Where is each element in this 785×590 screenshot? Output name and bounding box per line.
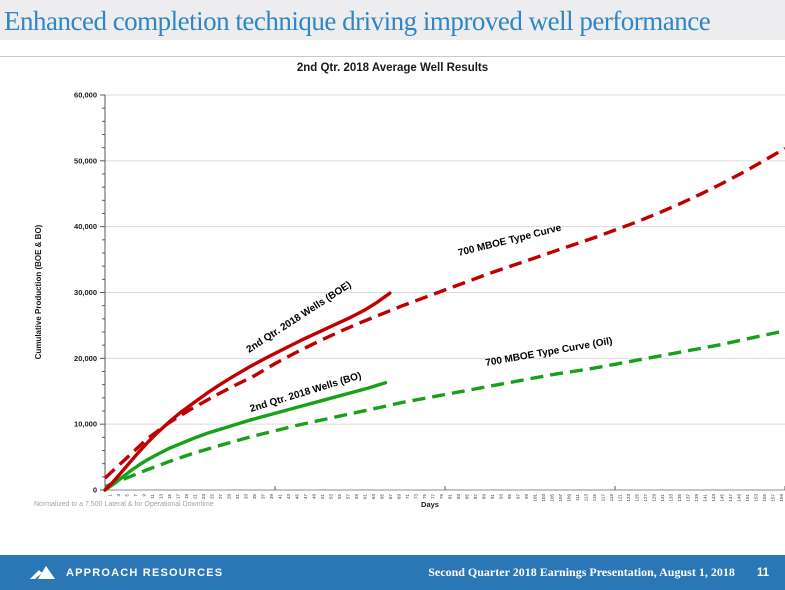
x-tick-label: 25 (209, 494, 214, 500)
chart-footnote: Normalized to a 7,500 Lateral & for Oper… (34, 501, 214, 508)
x-tick-label: 75 (422, 494, 427, 500)
x-tick-label: 3 (116, 494, 121, 497)
x-tick-label: 81 (447, 494, 452, 500)
x-tick-label: 11 (150, 494, 155, 499)
x-tick-label: 43 (286, 494, 291, 500)
approach-resources-logo-icon (30, 565, 55, 579)
x-tick-label: 83 (456, 494, 461, 500)
x-tick-label: 63 (371, 494, 376, 500)
y-tick-label: 40,000 (74, 222, 97, 231)
series-700-mboe-type-curve-oil- (104, 329, 785, 489)
y-tick-label: 10,000 (74, 420, 97, 429)
x-tick-label: 73 (413, 494, 418, 500)
header-band (0, 0, 785, 40)
series-2nd-qtr-2018-wells-boe- (103, 291, 392, 492)
x-tick-label: 19 (184, 494, 189, 500)
y-tick-label: 20,000 (74, 354, 97, 363)
x-tick-label: 35 (252, 494, 257, 500)
x-tick-label: 159 (779, 494, 784, 502)
x-tick-label: 23 (201, 494, 206, 500)
x-tick-label: 1 (107, 494, 112, 497)
x-tick-label: 27 (218, 494, 223, 500)
x-tick-label: 13 (158, 494, 163, 500)
header-divider (0, 56, 785, 57)
x-tick-label: 15 (167, 494, 172, 500)
x-tick-label: 97 (515, 494, 520, 500)
y-tick-label: 60,000 (74, 91, 97, 100)
x-tick-label: 57 (345, 494, 350, 500)
x-tick-label: 69 (396, 494, 401, 500)
y-tick-label: 0 (93, 486, 97, 495)
x-tick-label: 9 (141, 494, 146, 497)
x-tick-label: 7 (133, 494, 138, 497)
x-axis-title: Days (421, 500, 439, 509)
y-tick-label: 30,000 (74, 288, 97, 297)
series-inline-label: 2nd Qtr. 2018 Wells (BOE) (245, 279, 354, 355)
y-tick-label: 50,000 (74, 156, 97, 165)
x-tick-label: 53 (328, 494, 333, 500)
footer-caption: Second Quarter 2018 Earnings Presentatio… (428, 565, 735, 579)
x-tick-label: 39 (269, 494, 274, 500)
x-tick-label: 157 (770, 494, 775, 502)
x-tick-label: 77 (430, 494, 435, 500)
x-tick-label: 49 (311, 494, 316, 500)
x-tick-label: 65 (379, 494, 384, 500)
chart-title: 2nd Qtr. 2018 Average Well Results (296, 62, 489, 74)
series-2nd-qtr-2018-wells-bo- (103, 381, 388, 492)
slide-title: Enhanced completion technique driving im… (4, 6, 711, 36)
x-tick-label: 89 (481, 494, 486, 500)
series-inline-label: 2nd Qtr. 2018 Wells (BO) (249, 370, 363, 414)
x-tick-label: 61 (362, 494, 367, 500)
x-tick-label: 21 (192, 494, 197, 500)
series-inline-label: 700 MBOE Type Curve (Oil) (485, 336, 614, 369)
x-tick-label: 17 (175, 494, 180, 500)
footer-page-number: 11 (756, 566, 769, 579)
x-tick-label: 5 (124, 494, 129, 497)
x-tick-label: 79 (439, 494, 444, 500)
x-tick-label: 71 (405, 494, 410, 500)
x-tick-label: 55 (337, 494, 342, 500)
x-tick-label: 67 (388, 494, 393, 500)
x-tick-label: 95 (507, 494, 512, 500)
x-tick-label: 51 (320, 494, 325, 500)
footer-brand-text: APPROACH RESOURCES (66, 566, 224, 579)
x-tick-label: 31 (235, 494, 240, 500)
x-tick-label: 91 (490, 494, 495, 500)
x-tick-label: 41 (277, 494, 282, 500)
x-tick-label: 155 (762, 494, 767, 502)
x-tick-label: 47 (303, 494, 308, 500)
x-tick-label: 29 (226, 494, 231, 500)
x-tick-label: 87 (473, 494, 478, 500)
x-tick-label: 85 (464, 494, 469, 500)
x-tick-label: 33 (243, 494, 248, 500)
x-tick-label: 45 (294, 494, 299, 500)
footer-bar: APPROACH RESOURCES Second Quarter 2018 E… (0, 555, 785, 590)
x-tick-label: 37 (260, 494, 265, 500)
x-tick-label: 59 (354, 494, 359, 500)
series-inline-label: 700 MBOE Type Curve (457, 222, 563, 258)
x-tick-label: 93 (498, 494, 503, 500)
series-700-mboe-type-curve (103, 146, 785, 480)
x-tick-label: 99 (524, 494, 529, 500)
y-axis-title: Cumulative Production (BOE & BO) (34, 224, 43, 360)
